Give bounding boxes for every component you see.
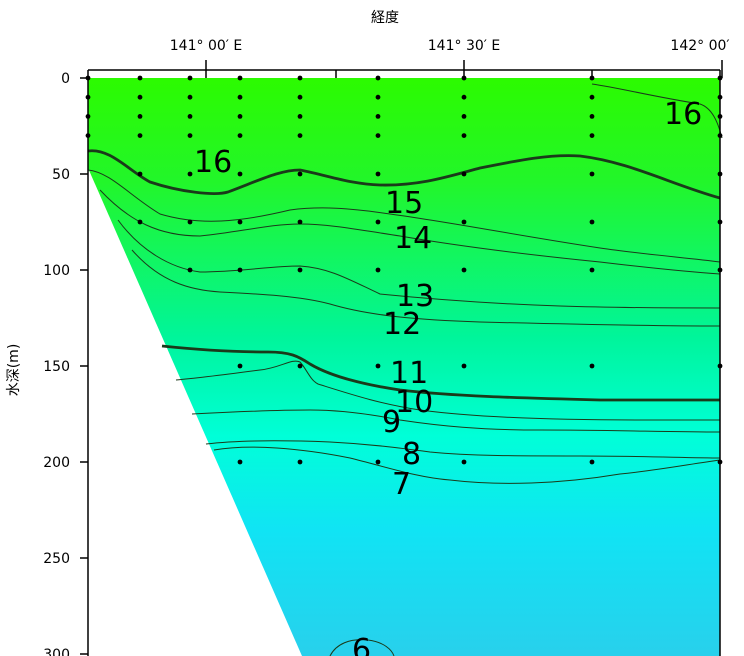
sample-point xyxy=(187,133,193,139)
x-tick-label: 142° 00′ xyxy=(670,38,729,54)
contour-line-12 xyxy=(117,219,721,309)
contour-label-16-left: 16 xyxy=(194,145,232,180)
contour-line-16-right xyxy=(591,83,723,139)
sample-point xyxy=(589,267,595,273)
temperature-field xyxy=(88,78,720,656)
sample-point xyxy=(297,459,303,465)
sample-point xyxy=(137,133,143,139)
sample-point xyxy=(461,267,467,273)
sample-point xyxy=(375,267,381,273)
y-tick-label: 50 xyxy=(52,167,70,183)
sample-point xyxy=(297,363,303,369)
sample-point xyxy=(137,171,143,177)
sample-point xyxy=(297,219,303,225)
sample-point xyxy=(589,114,595,119)
sample-point xyxy=(461,363,467,369)
sample-point xyxy=(589,219,595,225)
sample-point xyxy=(237,94,243,100)
sample-point xyxy=(297,75,303,81)
contour-labels: 16 16 15 14 13 12 11 10 9 8 7 6 xyxy=(194,97,702,656)
contour-label-14: 14 xyxy=(394,221,432,256)
sample-point xyxy=(137,94,143,100)
sample-point xyxy=(187,114,193,119)
sample-point xyxy=(237,171,243,177)
y-tick-label: 100 xyxy=(43,263,70,279)
sample-point xyxy=(589,363,595,369)
contour-line-14 xyxy=(87,169,721,263)
contour-label-11: 11 xyxy=(390,356,428,391)
sample-point xyxy=(375,114,381,119)
sample-point xyxy=(237,219,243,225)
sample-point xyxy=(297,94,303,100)
sample-point xyxy=(187,219,193,225)
seabed-area xyxy=(88,168,302,656)
contour-line-15 xyxy=(87,149,721,200)
sample-point xyxy=(297,171,303,177)
sample-point xyxy=(589,459,595,465)
sample-point xyxy=(375,363,381,369)
contour-line-6 xyxy=(329,639,395,656)
contour-label-10: 10 xyxy=(395,385,433,420)
contour-label-15: 15 xyxy=(385,186,423,221)
x-axis-title: 経度 xyxy=(371,10,399,26)
sample-point xyxy=(297,133,303,139)
sample-point xyxy=(237,133,243,139)
x-axis: 141° 00′ E 141° 30′ E 142° 00′ xyxy=(170,38,730,78)
sample-point xyxy=(375,459,381,465)
contour-label-6: 6 xyxy=(352,633,371,656)
sample-point xyxy=(375,75,381,81)
y-tick-label: 150 xyxy=(43,359,70,375)
sample-point xyxy=(589,94,595,100)
sample-point xyxy=(187,94,193,100)
sample-point xyxy=(237,267,243,273)
contour-lines xyxy=(87,83,723,656)
contour-line-13 xyxy=(99,189,721,275)
sample-point xyxy=(461,219,467,225)
sample-point xyxy=(187,267,193,273)
sample-point xyxy=(375,133,381,139)
sample-point xyxy=(237,75,243,81)
contour-label-12: 12 xyxy=(383,307,421,342)
contour-label-13: 13 xyxy=(396,279,434,314)
x-tick-label: 141° 30′ E xyxy=(428,38,500,54)
sample-point xyxy=(589,171,595,177)
y-tick-label: 200 xyxy=(43,455,70,471)
contour-label-9: 9 xyxy=(382,405,401,440)
sample-point xyxy=(237,363,243,369)
y-tick-label: 250 xyxy=(43,551,70,567)
sample-point xyxy=(187,171,193,177)
sample-point xyxy=(137,114,143,119)
sample-point xyxy=(461,114,467,119)
sample-point xyxy=(375,219,381,225)
sample-point xyxy=(137,75,143,81)
sample-point xyxy=(237,459,243,465)
contour-line-11 xyxy=(161,344,720,402)
y-axis-title: 水深(m) xyxy=(6,344,22,397)
y-axis: 0 50 100 150 200 250 300 xyxy=(43,71,88,656)
sample-point xyxy=(461,133,467,139)
contour-line-10 xyxy=(175,360,720,421)
sample-point xyxy=(297,114,303,119)
contour-label-16-right: 16 xyxy=(664,97,702,132)
contour-line-9 xyxy=(191,409,721,433)
contour-label-7: 7 xyxy=(392,467,411,502)
contour-label-8: 8 xyxy=(402,437,421,472)
y-tick-label: 300 xyxy=(43,647,70,656)
contour-line-8 xyxy=(205,440,721,459)
sample-point xyxy=(461,459,467,465)
sample-point xyxy=(297,267,303,273)
sample-point xyxy=(375,94,381,100)
contour-line-7 xyxy=(213,446,721,484)
sample-point xyxy=(375,171,381,177)
x-tick-label: 141° 00′ E xyxy=(170,38,242,54)
sample-point xyxy=(589,133,595,139)
sample-point xyxy=(237,114,243,119)
sample-point xyxy=(187,75,193,81)
contour-line-11a xyxy=(131,249,721,327)
sample-point xyxy=(137,219,143,225)
sample-point xyxy=(461,94,467,100)
sample-point xyxy=(461,171,467,177)
y-tick-label: 0 xyxy=(61,71,70,87)
